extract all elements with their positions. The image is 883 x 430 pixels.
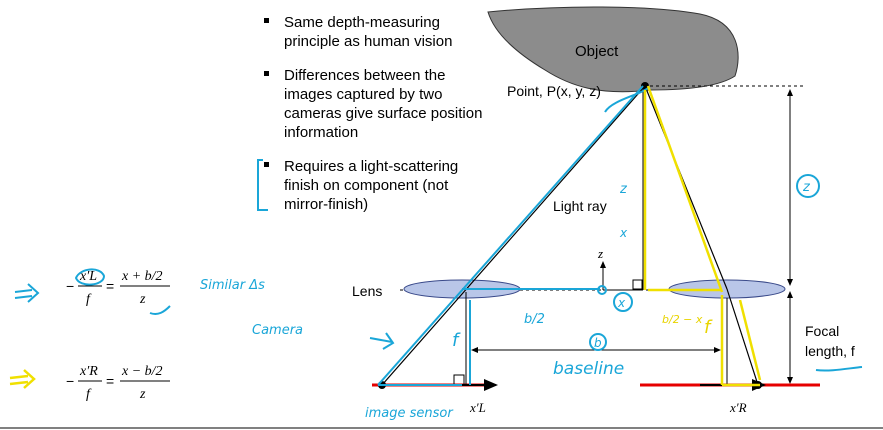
f-left-note: f — [452, 330, 461, 351]
implies-arrow-1 — [14, 283, 40, 303]
bullet-2-marker — [264, 71, 269, 76]
eq1-rhs-num: x + b/2 — [121, 269, 163, 284]
blue-origin-circle — [597, 285, 607, 295]
bullet-list: Same depth-measuring principle as human … — [264, 14, 487, 213]
light-ray-label: Light ray — [553, 198, 607, 214]
bullet-2: Differences between the images captured … — [284, 67, 487, 141]
svg-text:−: − — [66, 278, 74, 294]
svg-text:−: − — [66, 373, 74, 389]
ray-right-lower — [726, 288, 759, 386]
bullet-3: Requires a light-scattering finish on co… — [284, 158, 462, 213]
b-circle — [589, 333, 607, 351]
image-sensor-note: image sensor — [365, 406, 454, 421]
equation-left-camera: − x′L f = x + b/2 z — [66, 269, 170, 307]
x-circle-label: x — [617, 296, 626, 310]
camera-note: Camera — [252, 323, 303, 338]
eq1-rhs-den: z — [139, 292, 146, 307]
z-underline — [149, 305, 171, 316]
lens-label: Lens — [352, 283, 382, 299]
z-circle-label: z — [802, 180, 811, 195]
eq1-lhs-den: f — [86, 292, 92, 307]
b-circle-label: b — [594, 336, 602, 350]
blue-bracket — [257, 159, 268, 211]
xL-circle-mark — [74, 268, 106, 286]
svg-text:=: = — [106, 278, 114, 294]
focal-underline — [815, 366, 863, 372]
yellow-annotations — [9, 85, 762, 389]
z-circle — [796, 174, 820, 198]
similar-triangles-note: Similar Δs — [200, 278, 265, 293]
focal-label-2: length, f — [805, 343, 855, 359]
camera-arrow — [369, 332, 395, 350]
eq2-rhs-num: x − b/2 — [121, 364, 163, 379]
ray-left — [381, 85, 646, 386]
b2-minus-x-note: b/2 − x — [662, 313, 703, 326]
z-small-note: z — [619, 182, 628, 197]
object-label: Object — [575, 43, 619, 60]
bullet-1: Same depth-measuring principle as human … — [284, 14, 452, 50]
eq2-lhs-den: f — [86, 387, 92, 402]
bullet-1-marker — [264, 18, 269, 23]
yellow-ray-right — [646, 85, 724, 293]
equation-right-camera: − x′R f = x − b/2 z — [66, 364, 170, 402]
x-top-note: x — [619, 226, 628, 240]
half-baseline-note: b/2 — [524, 312, 545, 327]
eq2-lhs-num: x′R — [79, 364, 98, 379]
blue-ray-left — [377, 85, 644, 386]
implies-arrow-2 — [9, 369, 36, 389]
eq1-lhs-num: x′L — [79, 269, 97, 284]
point-label: Point, P(x, y, z) — [507, 83, 601, 99]
x-circle — [613, 292, 633, 312]
xL-label: x′L — [469, 400, 486, 415]
blue-annotations — [14, 85, 863, 386]
focal-label-1: Focal — [805, 323, 839, 339]
ray-right-upper — [644, 85, 728, 290]
baseline-note: baseline — [553, 359, 624, 379]
right-angle-mark — [632, 279, 643, 290]
f-right-note: f — [704, 317, 713, 338]
z-axis-label: z — [597, 246, 603, 261]
object-shape — [487, 6, 739, 93]
bullet-3-marker — [264, 162, 269, 167]
xR-label: x′R — [729, 400, 747, 415]
blue-scribble — [604, 87, 649, 113]
svg-text:=: = — [106, 373, 114, 389]
eq2-rhs-den: z — [139, 387, 146, 402]
yellow-ray-lower — [738, 299, 762, 381]
